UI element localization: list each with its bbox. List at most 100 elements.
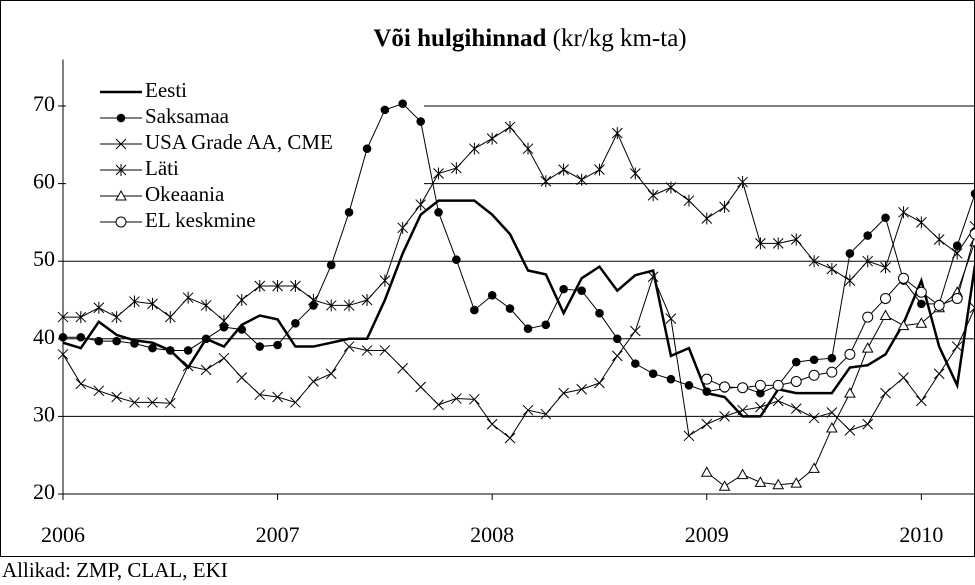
point (701, 373, 713, 385)
point (951, 341, 963, 352)
point (450, 162, 462, 175)
point (915, 216, 927, 229)
point (915, 317, 928, 328)
point (897, 319, 910, 331)
point (969, 302, 975, 314)
point (629, 325, 641, 337)
point (75, 378, 87, 390)
point (594, 163, 605, 176)
point (272, 391, 283, 403)
plot (57, 99, 975, 491)
point (826, 422, 838, 433)
point (594, 377, 605, 389)
point (254, 280, 266, 293)
legend-label: Eesti (145, 78, 187, 102)
point (772, 395, 784, 407)
point (844, 274, 856, 287)
point (236, 294, 248, 306)
point (648, 369, 658, 379)
axes: 20 30 40 50 60 70 2006 2007 2008 2009 2010 (33, 59, 975, 547)
point (182, 291, 194, 304)
point (844, 387, 856, 398)
point (505, 304, 515, 313)
point (361, 345, 373, 356)
point (343, 299, 355, 312)
point (218, 352, 230, 364)
point (504, 432, 516, 444)
title-main: Või hulgihinnad (373, 25, 546, 52)
point (504, 120, 516, 133)
point (540, 408, 552, 420)
point (94, 336, 104, 346)
point (434, 208, 443, 217)
point (93, 385, 105, 397)
point (808, 412, 820, 424)
point (111, 391, 123, 403)
point (755, 237, 766, 250)
y-tick-label: 20 (33, 479, 55, 504)
point (701, 212, 713, 225)
point (129, 295, 140, 308)
point (470, 305, 479, 315)
point (665, 313, 677, 324)
point (791, 357, 801, 367)
point (200, 364, 212, 376)
point (718, 480, 731, 491)
chart-title: Või hulgihinnad (kr/kg km-ta) (373, 25, 686, 52)
point (308, 294, 319, 306)
point (790, 477, 803, 488)
point (308, 376, 319, 387)
point (115, 164, 127, 176)
point (76, 332, 86, 342)
point (826, 262, 838, 275)
series-line (62, 199, 975, 418)
series-line (62, 275, 975, 439)
y-tick-label: 70 (33, 91, 55, 116)
point (469, 142, 480, 155)
title-unit: (kr/kg km-ta) (553, 25, 687, 52)
y-tick-label: 30 (33, 401, 55, 426)
point (116, 113, 126, 123)
point (647, 189, 659, 202)
point (416, 117, 426, 126)
point (165, 346, 175, 355)
point (684, 381, 694, 390)
point (808, 462, 820, 473)
point (772, 379, 784, 391)
point (969, 228, 975, 240)
point (666, 374, 676, 384)
point (272, 280, 283, 293)
legend-label: Saksamaa (145, 104, 230, 128)
point (772, 478, 785, 490)
point (611, 350, 623, 362)
point (881, 213, 890, 223)
point (522, 142, 534, 155)
point (469, 393, 480, 405)
point (970, 189, 975, 198)
x-tick-label: 2007 (256, 522, 300, 547)
point (147, 397, 158, 408)
x-tick-label: 2006 (41, 522, 85, 547)
point (201, 334, 211, 344)
point (879, 309, 892, 321)
point (380, 105, 390, 115)
y-tick-label: 60 (33, 169, 55, 194)
point (933, 233, 945, 246)
point (433, 399, 444, 411)
point (397, 362, 409, 374)
x-tick-label: 2009 (685, 522, 729, 547)
point (452, 255, 461, 264)
point (700, 466, 713, 477)
point (236, 372, 248, 383)
point (862, 255, 874, 268)
point (719, 411, 730, 422)
point (200, 299, 212, 312)
series-line (706, 233, 975, 389)
point (683, 194, 695, 207)
point (844, 425, 856, 436)
point (827, 353, 837, 363)
point (237, 325, 247, 334)
point (737, 176, 748, 189)
